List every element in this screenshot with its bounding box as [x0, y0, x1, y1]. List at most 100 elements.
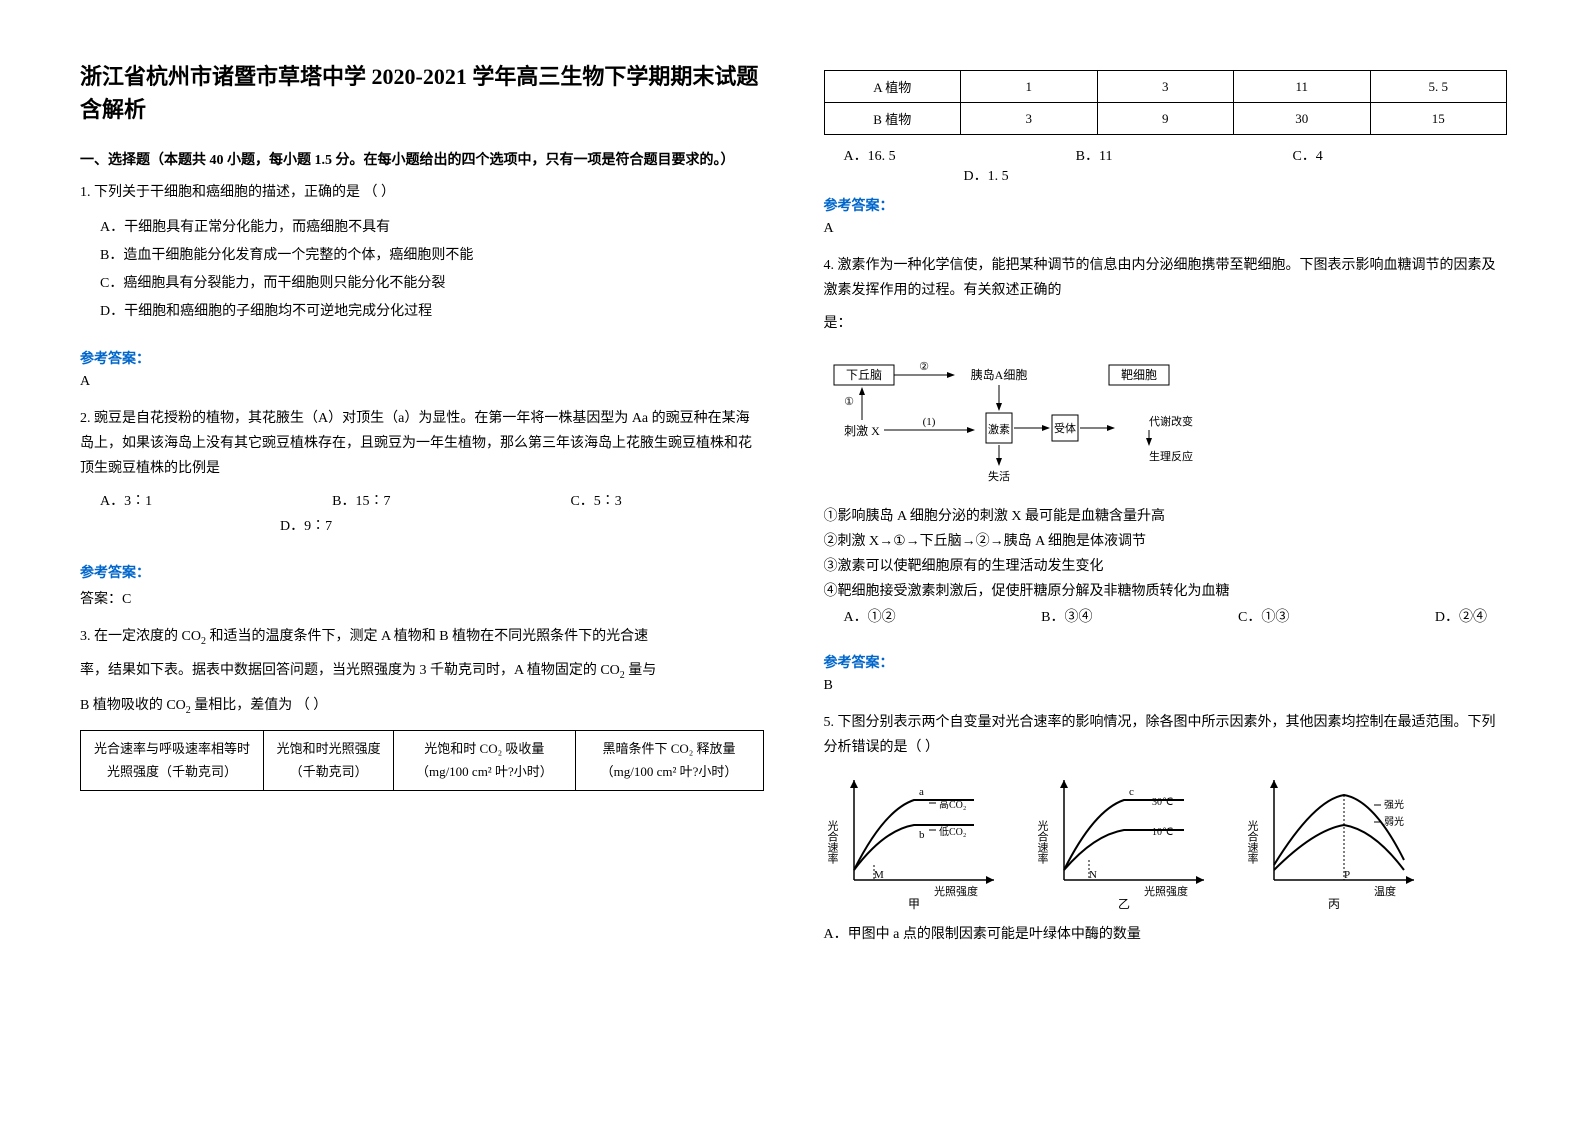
q1-optA: A．干细胞具有正常分化能力，而癌细胞不具有 [100, 214, 764, 242]
chart-yi: c N 30℃ 10℃ 光合速率 光照强度 乙 [1034, 770, 1224, 910]
chart-bing: P 强光 弱光 光合速率 温度 丙 [1244, 770, 1434, 910]
svg-text:P: P [1344, 869, 1350, 881]
chart-jia: a b M 高CO₂ 低CO₂ 光合速率 光照强度 甲 [824, 770, 1014, 910]
question-5: 5. 下图分别表示两个自变量对光合速率的影响情况，除各图中所示因素外，其他因素均… [824, 710, 1508, 948]
q2-text: 2. 豌豆是自花授粉的植物，其花腋生（A）对顶生（a）为显性。在第一年将一株基因… [80, 406, 764, 482]
svg-text:刺激 X: 刺激 X [844, 424, 880, 438]
rowA-c3: 11 [1234, 71, 1371, 103]
q4-text2: 是： [824, 311, 1508, 336]
svg-text:强光: 强光 [1384, 798, 1404, 811]
svg-text:温度: 温度 [1374, 884, 1396, 898]
q5-optA: A．甲图中 a 点的限制因素可能是叶绿体中酶的数量 [824, 922, 1508, 947]
svg-text:N: N [1089, 869, 1097, 881]
th-col2: 光饱和时光照强度（千勒克司） [263, 730, 393, 790]
rowA-c1: 1 [961, 71, 1098, 103]
svg-text:下丘脑: 下丘脑 [845, 368, 881, 382]
q2-answer-label: 参考答案： [80, 562, 764, 582]
question-4: 4. 激素作为一种化学信使，能把某种调节的信息由内分泌细胞携带至靶细胞。下图表示… [824, 253, 1508, 630]
q2-answer: 答案：C [80, 588, 764, 608]
svg-text:光合速率: 光合速率 [1036, 819, 1049, 865]
rowA-c2: 3 [1097, 71, 1234, 103]
q1-answer: A [80, 374, 764, 390]
rowB-c2: 9 [1097, 103, 1234, 135]
q5-text: 5. 下图分别表示两个自变量对光合速率的影响情况，除各图中所示因素外，其他因素均… [824, 710, 1508, 760]
svg-text:甲: 甲 [907, 897, 919, 910]
q4-options: A．①② B．③④ C．①③ D．②④ [824, 605, 1508, 630]
th-col4: 黑暗条件下 CO₂ 释放量（mg/100 cm² 叶?小时） [575, 730, 763, 790]
q4-optA: A．①② [844, 605, 896, 630]
th-col3: 光饱和时 CO₂ 吸收量（mg/100 cm² 叶?小时） [394, 730, 575, 790]
svg-text:①: ① [844, 396, 854, 408]
q2-optC: C．5∶3 [570, 489, 621, 514]
left-column: 浙江省杭州市诸暨市草塔中学 2020-2021 学年高三生物下学期期末试题含解析… [80, 60, 764, 1062]
svg-text:10℃: 10℃ [1152, 827, 1173, 838]
q2-options: A．3∶1 B．15∶7 C．5∶3 D．9∶7 [80, 489, 764, 539]
svg-text:b: b [919, 829, 925, 841]
svg-text:c: c [1129, 786, 1134, 798]
q4-s1: ①影响胰岛 A 细胞分泌的刺激 X 最可能是血糖含量升高 [824, 504, 1508, 529]
rowB-c1: 3 [961, 103, 1098, 135]
rowA-label: A 植物 [824, 71, 961, 103]
q4-diagram: 下丘脑 ② 胰岛A细胞 ① 刺激 X (1) 激素 失活 受体 代谢改变 生理反… [824, 355, 1244, 485]
right-column: A 植物 1 3 11 5. 5 B 植物 3 9 30 15 A．16. 5 … [824, 60, 1508, 1062]
q3-text2: 率，结果如下表。据表中数据回答问题，当光照强度为 3 千勒克司时，A 植物固定的… [80, 658, 764, 685]
svg-text:光合速率: 光合速率 [826, 819, 839, 865]
q1-text: 1. 下列关于干细胞和癌细胞的描述，正确的是 （ ） [80, 180, 764, 205]
q3-optC: C．4 [1292, 145, 1322, 165]
q3-optB: B．11 [1076, 145, 1113, 165]
rowA-c4: 5. 5 [1370, 71, 1507, 103]
question-2: 2. 豌豆是自花授粉的植物，其花腋生（A）对顶生（a）为显性。在第一年将一株基因… [80, 406, 764, 540]
q3-answer: A [824, 221, 1508, 237]
q1-optD: D．干细胞和癌细胞的子细胞均不可逆地完成分化过程 [100, 298, 764, 326]
q4-optB: B．③④ [1041, 605, 1092, 630]
svg-text:失活: 失活 [988, 470, 1010, 483]
th-col1: 光合速率与呼吸速率相等时光照强度（千勒克司） [81, 730, 264, 790]
svg-text:弱光: 弱光 [1384, 815, 1404, 828]
question-1: 1. 下列关于干细胞和癌细胞的描述，正确的是 （ ） A．干细胞具有正常分化能力… [80, 180, 764, 325]
q1-options: A．干细胞具有正常分化能力，而癌细胞不具有 B．造血干细胞能分化发育成一个完整的… [80, 214, 764, 326]
svg-text:30℃: 30℃ [1152, 797, 1173, 808]
q3-options: A．16. 5 B．11 C．4 D．1. 5 [824, 145, 1508, 185]
svg-text:代谢改变: 代谢改变 [1149, 414, 1193, 428]
q1-optC: C．癌细胞具有分裂能力，而干细胞则只能分化不能分裂 [100, 270, 764, 298]
q4-text: 4. 激素作为一种化学信使，能把某种调节的信息由内分泌细胞携带至靶细胞。下图表示… [824, 253, 1508, 303]
rowB-label: B 植物 [824, 103, 961, 135]
rowB-c4: 15 [1370, 103, 1507, 135]
q3-table-left: 光合速率与呼吸速率相等时光照强度（千勒克司） 光饱和时光照强度（千勒克司） 光饱… [80, 730, 764, 791]
q4-optD: D．②④ [1435, 605, 1487, 630]
q4-optC: C．①③ [1238, 605, 1289, 630]
page-title: 浙江省杭州市诸暨市草塔中学 2020-2021 学年高三生物下学期期末试题含解析 [80, 60, 764, 126]
svg-text:高CO₂: 高CO₂ [939, 798, 966, 811]
svg-text:生理反应: 生理反应 [1149, 449, 1193, 463]
q3-optD: D．1. 5 [964, 165, 1009, 185]
section-header: 一、选择题（本题共 40 小题，每小题 1.5 分。在每小题给出的四个选项中，只… [80, 150, 764, 172]
q4-s3: ③激素可以使靶细胞原有的生理活动发生变化 [824, 554, 1508, 579]
q5-charts: a b M 高CO₂ 低CO₂ 光合速率 光照强度 甲 c [824, 770, 1508, 910]
svg-text:胰岛A细胞: 胰岛A细胞 [970, 367, 1027, 382]
q3-answer-label: 参考答案： [824, 195, 1508, 215]
q2-optD: D．9∶7 [280, 514, 332, 539]
q1-optB: B．造血干细胞能分化发育成一个完整的个体，癌细胞则不能 [100, 242, 764, 270]
q2-optA: A．3∶1 [100, 489, 152, 514]
svg-text:乙: 乙 [1117, 897, 1129, 910]
svg-text:M: M [874, 869, 884, 881]
svg-text:激素: 激素 [988, 422, 1010, 436]
svg-text:光照强度: 光照强度 [1144, 884, 1188, 898]
q3-text: 3. 在一定浓度的 CO2 和适当的温度条件下，测定 A 植物和 B 植物在不同… [80, 624, 764, 651]
q3-optA: A．16. 5 [844, 145, 896, 165]
rowB-c3: 30 [1234, 103, 1371, 135]
q3-text3: B 植物吸收的 CO2 量相比，差值为 （ ） [80, 693, 764, 720]
question-3: 3. 在一定浓度的 CO2 和适当的温度条件下，测定 A 植物和 B 植物在不同… [80, 624, 764, 801]
q2-optB: B．15∶7 [332, 489, 390, 514]
svg-text:②: ② [919, 361, 929, 373]
svg-text:丙: 丙 [1327, 897, 1339, 910]
svg-text:光照强度: 光照强度 [934, 884, 978, 898]
q4-answer-label: 参考答案： [824, 652, 1508, 672]
svg-text:低CO₂: 低CO₂ [939, 825, 966, 838]
q4-answer: B [824, 678, 1508, 694]
q4-s2: ②刺激 X→①→下丘脑→②→胰岛 A 细胞是体液调节 [824, 529, 1508, 554]
q4-s4: ④靶细胞接受激素刺激后，促使肝糖原分解及非糖物质转化为血糖 [824, 579, 1508, 604]
q1-answer-label: 参考答案： [80, 348, 764, 368]
svg-text:靶细胞: 靶细胞 [1120, 368, 1156, 382]
svg-text:受体: 受体 [1054, 421, 1076, 435]
